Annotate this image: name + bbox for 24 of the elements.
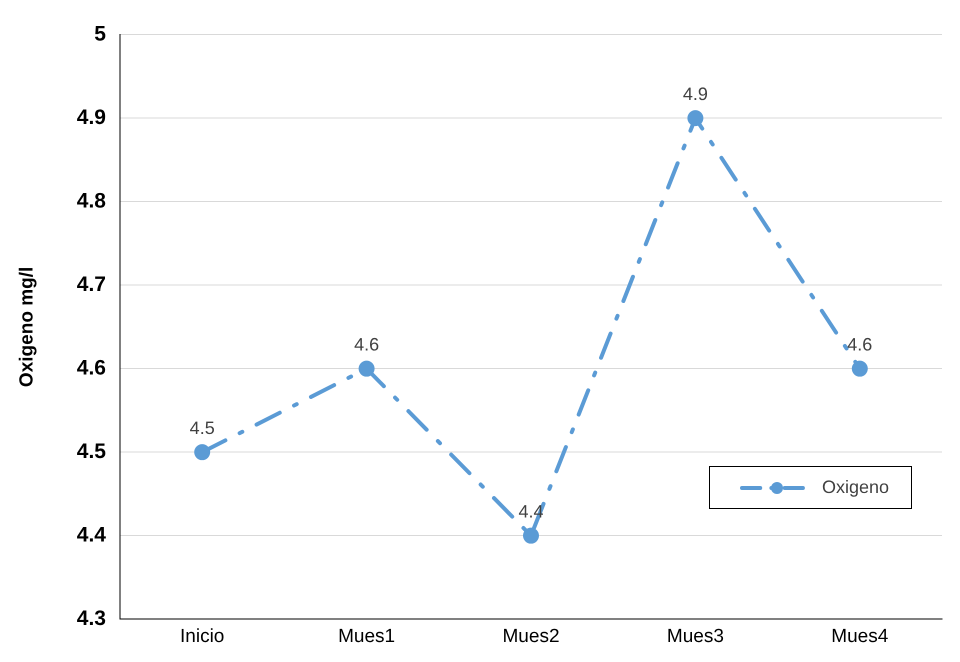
data-label: 4.9 — [682, 84, 708, 104]
legend-label: Oxigeno — [822, 477, 889, 498]
point — [194, 444, 210, 460]
x-tick-label: Mues1 — [338, 626, 396, 647]
data-label: 4.5 — [190, 418, 215, 438]
x-tick-label: Mues2 — [502, 626, 560, 647]
y-tick-label: 4.6 — [76, 356, 106, 380]
x-tick-label: Inicio — [180, 626, 224, 647]
point — [522, 528, 539, 544]
x-tick-label: Mues3 — [666, 626, 724, 647]
y-tick-label: 4.4 — [76, 523, 106, 546]
x-tick-label: Mues4 — [831, 626, 889, 647]
y-tick-label: 5 — [94, 22, 106, 46]
y-tick-label: 4.7 — [76, 272, 106, 296]
point — [852, 360, 868, 377]
y-tick-label: 4.8 — [76, 189, 106, 212]
data-label: 4.6 — [847, 334, 872, 355]
y-tick-label: 4.5 — [76, 440, 106, 463]
y-axis-title: Oxigeno mg/l — [16, 266, 38, 388]
data-label: 4.6 — [354, 334, 380, 355]
y-tick-label: 4.3 — [76, 606, 106, 630]
point — [358, 360, 375, 377]
y-tick-label: 4.9 — [76, 106, 106, 129]
point — [687, 110, 704, 126]
